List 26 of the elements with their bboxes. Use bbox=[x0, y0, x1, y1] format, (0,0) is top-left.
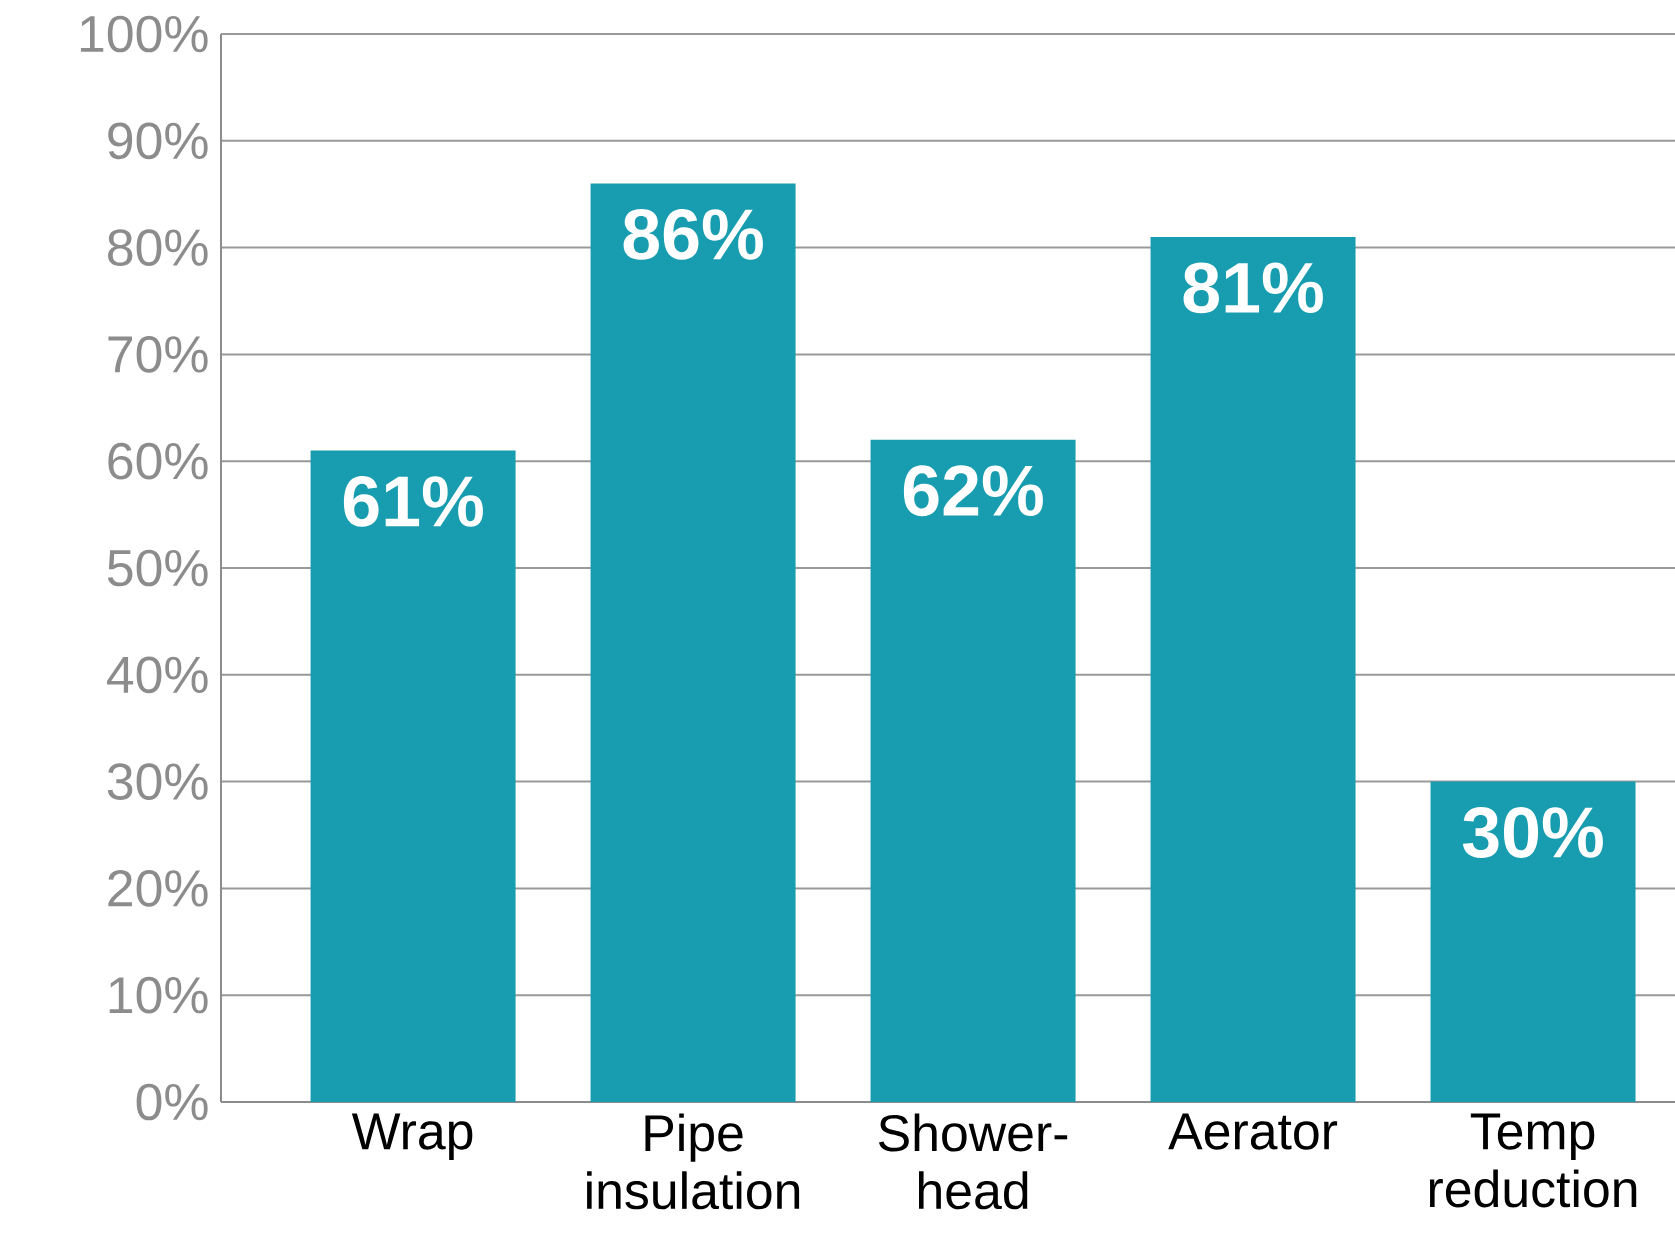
x-tick-label: Aerator bbox=[1168, 1113, 1338, 1150]
x-tick-label: Shower-head bbox=[878, 1113, 1068, 1210]
data-label: 61% bbox=[343, 476, 483, 527]
bar bbox=[1150, 236, 1356, 1102]
x-tick-label: Wrap bbox=[351, 1113, 473, 1160]
y-tick-label: 70% bbox=[108, 336, 208, 373]
x-tick-label: Pipe insulation bbox=[587, 1113, 800, 1210]
y-tick-label: 40% bbox=[106, 656, 208, 694]
y-tick-label: 80% bbox=[108, 229, 208, 266]
bar bbox=[590, 183, 796, 1102]
data-label: 86% bbox=[623, 209, 763, 260]
y-tick-label: 60% bbox=[108, 442, 208, 480]
bar bbox=[310, 450, 516, 1102]
y-tick-label: 100% bbox=[80, 15, 208, 53]
y-tick-label: 30% bbox=[107, 763, 208, 800]
x-tick-label: Temp reduction bbox=[1429, 1113, 1637, 1208]
bar bbox=[1430, 781, 1636, 1102]
y-tick-label: 0% bbox=[136, 1083, 208, 1121]
data-label: 62% bbox=[903, 465, 1043, 517]
bar bbox=[870, 439, 1076, 1102]
data-label: 81% bbox=[1183, 262, 1323, 314]
y-tick-label: 20% bbox=[108, 870, 208, 907]
y-tick-label: 50% bbox=[107, 549, 208, 587]
y-tick-label: 10% bbox=[109, 976, 208, 1014]
data-label: 30% bbox=[1462, 807, 1603, 859]
y-tick-label: 90% bbox=[108, 122, 208, 160]
